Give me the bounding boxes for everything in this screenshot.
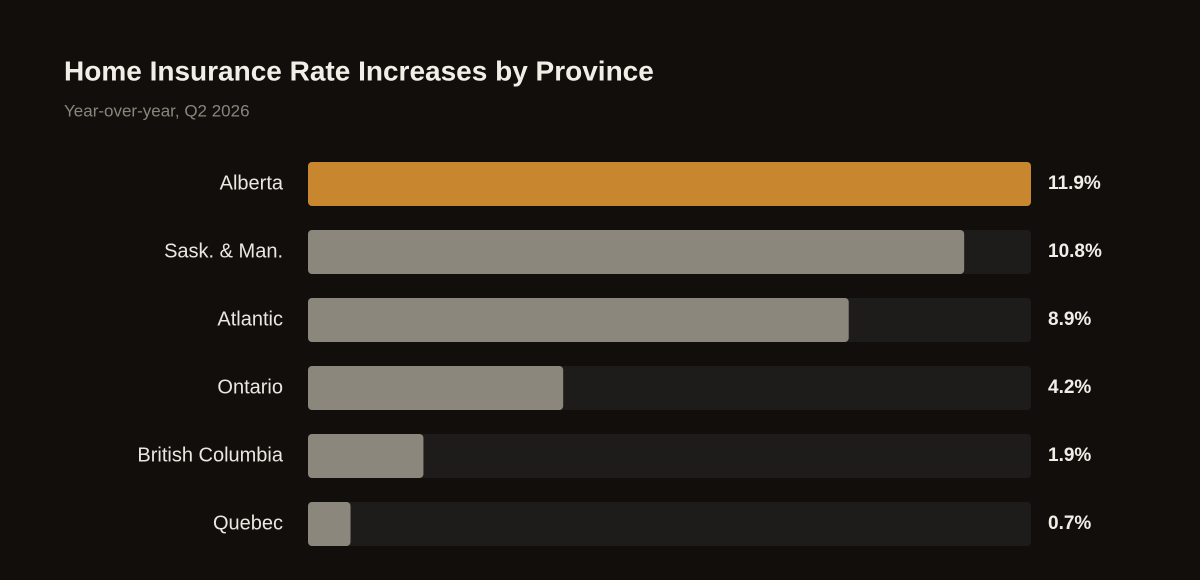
category-label: Sask. & Man. <box>164 240 283 262</box>
category-label: Alberta <box>220 172 284 194</box>
category-label: Ontario <box>217 376 283 398</box>
bar-track <box>308 434 1031 478</box>
category-label: British Columbia <box>137 444 283 466</box>
value-label: 1.9% <box>1048 445 1091 466</box>
bar <box>308 162 1031 206</box>
value-label: 11.9% <box>1048 173 1101 194</box>
chart-subtitle: Year-over-year, Q2 2026 <box>64 101 250 120</box>
category-label: Quebec <box>213 512 283 534</box>
bar <box>308 230 965 274</box>
bar <box>308 298 849 342</box>
value-label: 8.9% <box>1048 309 1091 330</box>
chart-title: Home Insurance Rate Increases by Provinc… <box>64 55 654 86</box>
value-label: 10.8% <box>1048 241 1102 262</box>
value-label: 0.7% <box>1048 513 1091 534</box>
bar-track <box>308 502 1031 546</box>
bar <box>308 366 564 410</box>
category-label: Atlantic <box>217 308 283 330</box>
value-label: 4.2% <box>1048 377 1091 398</box>
bar <box>308 502 351 546</box>
bar <box>308 434 424 478</box>
